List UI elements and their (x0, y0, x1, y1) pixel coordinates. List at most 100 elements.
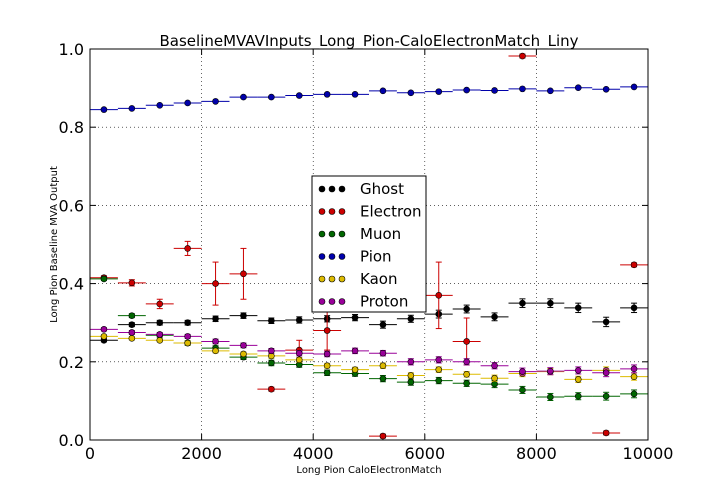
legend-label: Pion (360, 248, 392, 266)
legend-label: Kaon (360, 270, 397, 288)
data-point (379, 375, 387, 382)
legend-marker (318, 208, 326, 215)
data-point (602, 318, 610, 326)
data-point (463, 380, 470, 387)
legend-marker (328, 253, 336, 260)
data-point (602, 85, 610, 93)
ticks: 0 2000 4000 6000 8000 10000 0.0 0.2 0.4 0.6 0.8 1.0 (59, 40, 674, 463)
data-point (100, 275, 108, 283)
data-point (100, 333, 108, 340)
data-point (407, 89, 415, 97)
series-ghost (90, 298, 648, 344)
data-point (295, 356, 303, 364)
data-point (184, 319, 191, 327)
data-point (156, 300, 164, 308)
legend-marker (328, 298, 336, 305)
x-axis-label: Long Pion CaloElectronMatch (296, 465, 441, 476)
data-point (295, 349, 303, 357)
data-point (630, 390, 638, 398)
data-point (491, 362, 498, 370)
x-tick-label: 6000 (404, 444, 445, 463)
data-point (602, 429, 610, 437)
data-point (379, 362, 387, 370)
data-point (574, 376, 582, 383)
data-point (379, 87, 387, 95)
data-point (379, 349, 387, 357)
data-point (547, 299, 554, 307)
data-point (184, 333, 191, 340)
data-point (323, 350, 331, 358)
data-point (323, 369, 331, 377)
data-point (128, 321, 136, 328)
data-point (184, 339, 191, 347)
data-point (351, 347, 359, 355)
series-proton (90, 326, 648, 378)
y-tick-label: 0.2 (59, 353, 84, 372)
legend: Ghost Electron Muon Pion Kaon Proton (311, 175, 427, 313)
x-tick-label: 8000 (516, 444, 557, 463)
legend-marker (318, 230, 326, 238)
legend-item-muon: Muon (318, 225, 401, 243)
data-point (212, 338, 219, 345)
legend-label: Ghost (360, 180, 404, 198)
legend-marker (328, 230, 336, 238)
grid (90, 49, 648, 440)
data-point (435, 356, 443, 364)
data-point (463, 86, 470, 94)
data-point (323, 327, 331, 334)
data-point (435, 292, 443, 299)
data-point (379, 321, 387, 328)
y-tick-label: 0.6 (59, 196, 84, 215)
data-point (240, 350, 247, 358)
legend-box (311, 175, 427, 313)
data-point (602, 369, 610, 377)
data-point (351, 91, 359, 98)
data-point (184, 245, 191, 252)
data-point (156, 319, 164, 327)
data-point (268, 359, 275, 367)
x-tick-label: 10000 (623, 444, 674, 463)
data-point (630, 83, 638, 91)
data-point (574, 84, 582, 92)
data-point (630, 261, 638, 269)
y-tick-label: 0.0 (59, 431, 84, 450)
data-point (128, 329, 136, 336)
data-point (491, 87, 498, 94)
x-tick-label: 0 (85, 444, 95, 463)
legend-marker (338, 230, 346, 238)
data-point (407, 378, 415, 386)
legend-marker (338, 275, 346, 283)
legend-item-proton: Proton (318, 293, 408, 311)
data-point (547, 87, 554, 95)
data-point (323, 362, 331, 370)
data-point (435, 88, 443, 95)
legend-marker (338, 253, 346, 260)
data-point (491, 313, 498, 321)
legend-label: Proton (360, 293, 408, 311)
data-point (128, 335, 136, 342)
legend-marker (318, 275, 326, 283)
legend-marker (318, 253, 326, 260)
data-point (574, 367, 582, 374)
data-point (295, 92, 303, 99)
data-point (435, 366, 443, 373)
data-point (240, 342, 247, 349)
data-point (463, 358, 470, 366)
data-point (323, 91, 331, 98)
data-point (184, 99, 191, 107)
data-point (212, 98, 219, 105)
data-point (268, 317, 275, 325)
data-point (295, 316, 303, 324)
legend-item-ghost: Ghost (318, 180, 404, 198)
data-point (212, 315, 219, 323)
data-point (519, 386, 526, 394)
data-point (491, 374, 498, 382)
legend-label: Muon (360, 225, 401, 243)
legend-item-pion: Pion (318, 248, 392, 266)
data-point (379, 432, 387, 440)
x-tick-label: 4000 (293, 444, 334, 463)
legend-marker (318, 298, 326, 305)
data-point (240, 270, 247, 278)
data-point (463, 338, 470, 345)
